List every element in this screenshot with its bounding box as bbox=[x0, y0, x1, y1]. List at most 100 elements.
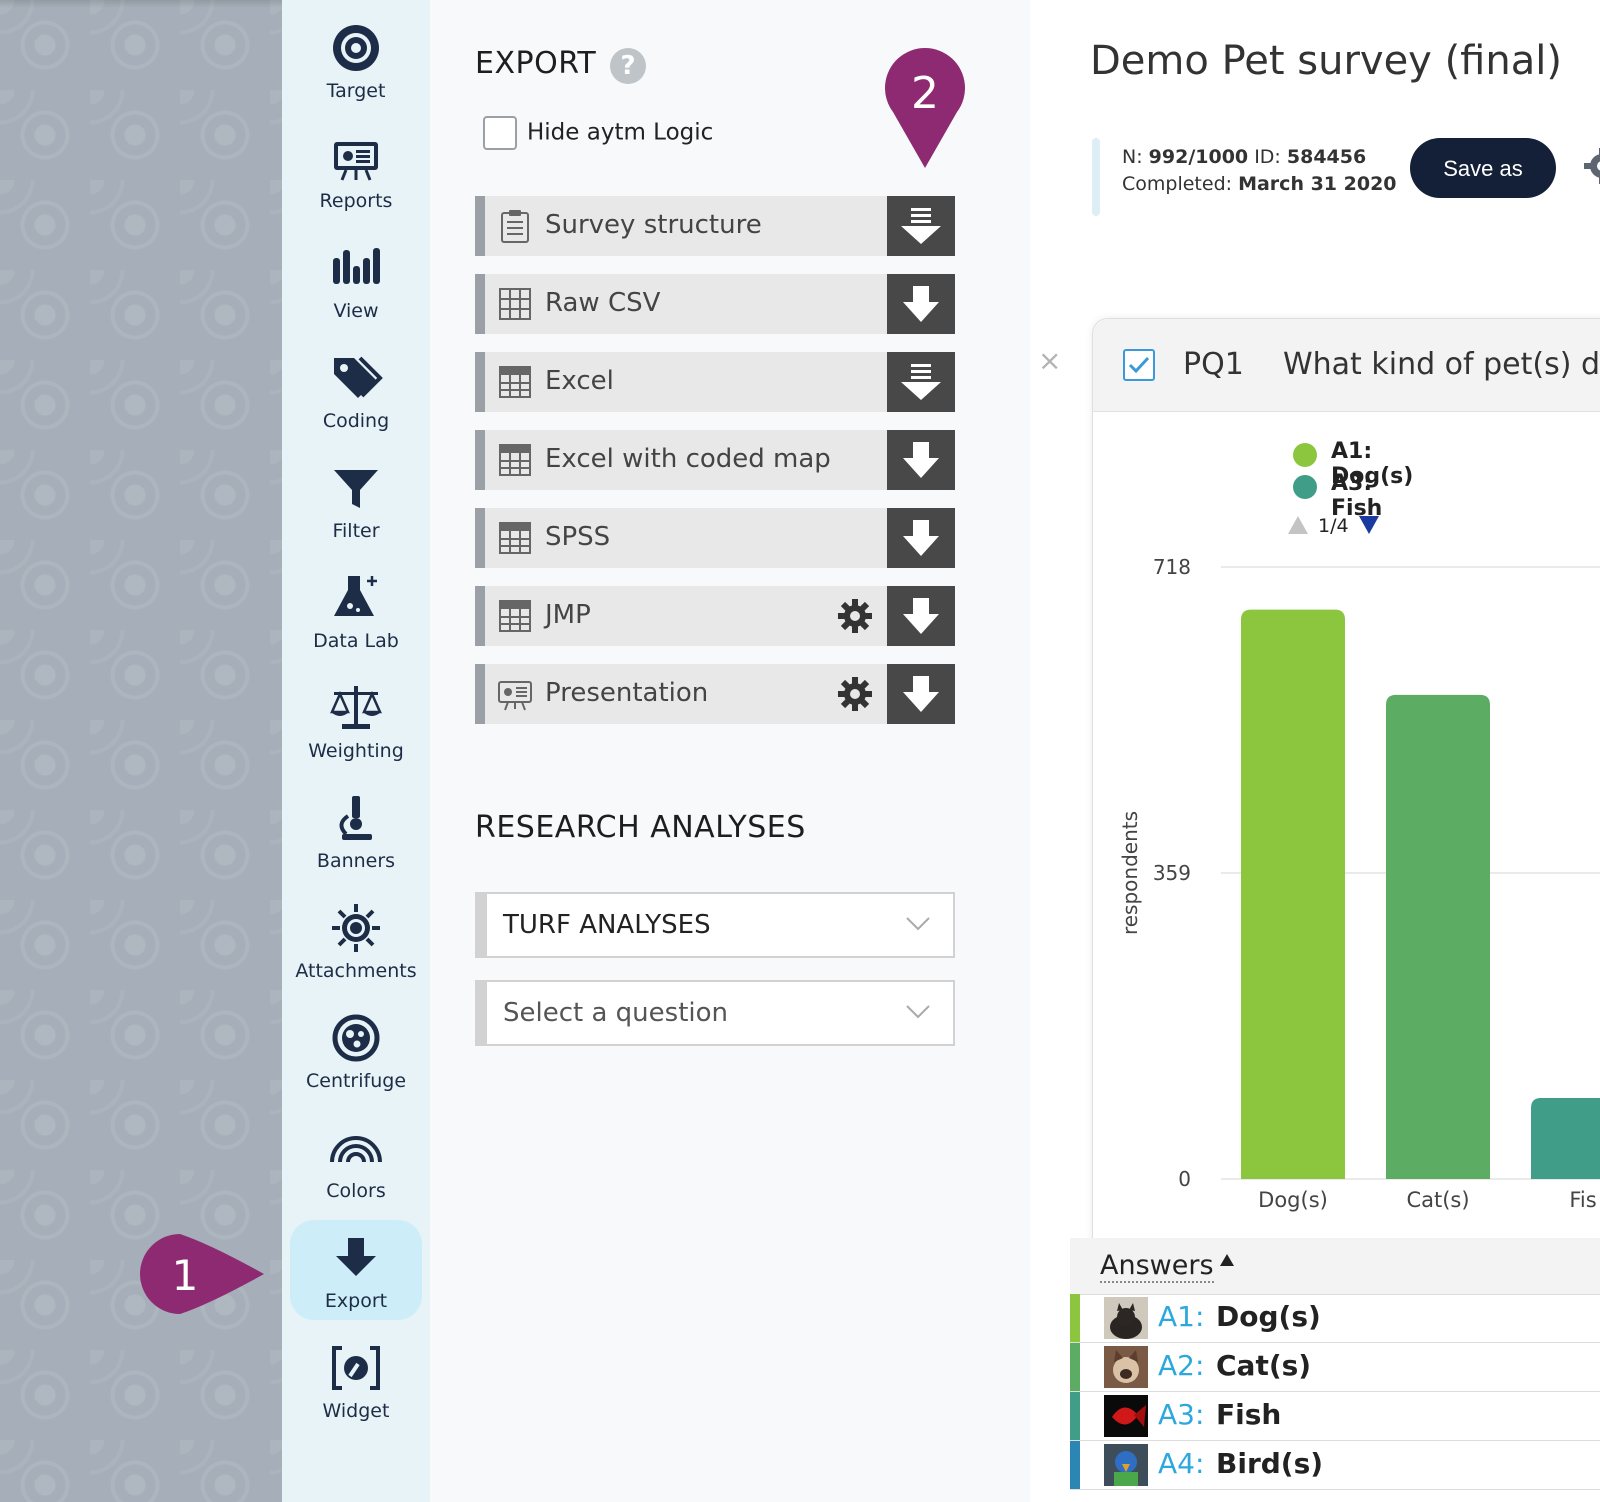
n-label: N: bbox=[1122, 146, 1143, 168]
export-row-raw-csv[interactable]: Raw CSV bbox=[475, 274, 955, 334]
gear-icon[interactable] bbox=[837, 676, 873, 712]
export-row-excel-coded-map[interactable]: Excel with coded map bbox=[475, 430, 955, 490]
export-row-excel[interactable]: Excel bbox=[475, 352, 955, 412]
gear-icon[interactable] bbox=[837, 598, 873, 634]
nav-item-reports[interactable]: Reports bbox=[290, 120, 422, 220]
marker-2-label: 2 bbox=[911, 68, 939, 119]
hide-logic-toggle[interactable]: Hide aytm Logic bbox=[483, 116, 713, 150]
download-button[interactable] bbox=[887, 586, 955, 646]
microscope-icon bbox=[339, 796, 372, 840]
question-text: What kind of pet(s) do bbox=[1283, 347, 1600, 382]
nav-item-colors[interactable]: Colors bbox=[290, 1110, 422, 1210]
download-icon bbox=[903, 676, 939, 712]
nav-label-weighting: Weighting bbox=[308, 740, 404, 762]
export-row-survey-structure[interactable]: Survey structure bbox=[475, 196, 955, 256]
tag-icon bbox=[334, 356, 383, 398]
nav-label-filter: Filter bbox=[332, 520, 380, 542]
completed-label: Completed: bbox=[1122, 173, 1233, 195]
legend-label: A3: Fish bbox=[1331, 471, 1383, 521]
nav-label-centrifuge: Centrifuge bbox=[305, 1070, 407, 1092]
nav-item-weighting[interactable]: Weighting bbox=[290, 670, 422, 770]
sort-asc-icon[interactable] bbox=[1220, 1254, 1234, 1266]
download-button[interactable] bbox=[887, 664, 955, 724]
export-label: JMP bbox=[545, 600, 591, 630]
export-row-presentation[interactable]: Presentation bbox=[475, 664, 955, 724]
answers-table: Answers A1: Dog(s) A2: Cat(s) A3: Fish A… bbox=[1070, 1238, 1600, 1502]
answer-color-bar bbox=[1070, 1441, 1080, 1489]
close-question-icon[interactable]: × bbox=[1038, 344, 1062, 377]
main-area: Demo Pet survey (final) N: 992/1000 ID: … bbox=[1030, 0, 1600, 1502]
chevron-down-icon bbox=[906, 1005, 930, 1019]
analysis-type-select[interactable]: TURF ANALYSES bbox=[475, 892, 955, 958]
download-icon bbox=[903, 520, 939, 556]
spreadsheet-icon bbox=[499, 366, 531, 398]
question-checkbox[interactable] bbox=[1123, 349, 1155, 381]
survey-meta: N: 992/1000 ID: 584456 Completed: March … bbox=[1122, 144, 1397, 198]
pager-down-icon[interactable] bbox=[1358, 516, 1379, 534]
y-tick-label: 718 bbox=[1153, 555, 1191, 579]
y-axis-label: respondents bbox=[1118, 811, 1142, 935]
spreadsheet-icon bbox=[499, 522, 531, 554]
nav-item-export[interactable]: Export bbox=[290, 1220, 422, 1320]
nav-label-attachments: Attachments bbox=[295, 960, 417, 982]
nav-label-reports: Reports bbox=[319, 190, 393, 212]
export-row-jmp[interactable]: JMP bbox=[475, 586, 955, 646]
download-button[interactable] bbox=[887, 274, 955, 334]
answer-name: Fish bbox=[1216, 1398, 1282, 1431]
bar-chart: 718 359 0 respondents Dog(s) Cat(s) Fis bbox=[1118, 555, 1600, 1212]
download-list-icon bbox=[901, 208, 941, 244]
nav-label-banners: Banners bbox=[316, 850, 396, 872]
presentation-icon bbox=[498, 681, 532, 711]
pager-up-icon[interactable] bbox=[1288, 516, 1308, 534]
pager-text: 1/4 bbox=[1318, 515, 1349, 537]
research-analyses-title: RESEARCH ANALYSES bbox=[475, 810, 806, 845]
nav-item-banners[interactable]: Banners bbox=[290, 780, 422, 880]
answer-code: A4: bbox=[1158, 1447, 1205, 1480]
settings-gear-icon[interactable] bbox=[1582, 146, 1600, 186]
answer-row[interactable]: A2: Cat(s) bbox=[1070, 1343, 1600, 1392]
nav-label-export: Export bbox=[324, 1290, 388, 1312]
hide-logic-checkbox[interactable] bbox=[483, 116, 517, 150]
nav-item-data-lab[interactable]: Data Lab bbox=[290, 560, 422, 660]
answer-code: A3: bbox=[1158, 1398, 1205, 1431]
export-row-spss[interactable]: SPSS bbox=[475, 508, 955, 568]
survey-title: Demo Pet survey (final) bbox=[1090, 38, 1562, 84]
chevron-down-icon bbox=[906, 917, 930, 931]
nav-item-coding[interactable]: Coding bbox=[290, 340, 422, 440]
centrifuge-icon bbox=[332, 1014, 380, 1062]
nav-item-target[interactable]: Target bbox=[290, 10, 422, 110]
question-select[interactable]: Select a question bbox=[475, 980, 955, 1046]
scales-icon bbox=[330, 686, 382, 729]
nav-item-filter[interactable]: Filter bbox=[290, 450, 422, 550]
answers-header[interactable]: Answers bbox=[1070, 1238, 1600, 1295]
y-tick-label: 0 bbox=[1178, 1167, 1191, 1191]
download-button[interactable] bbox=[887, 352, 955, 412]
download-button[interactable] bbox=[887, 196, 955, 256]
answer-color-bar bbox=[1070, 1392, 1080, 1440]
answer-row[interactable]: A4: Bird(s) bbox=[1070, 1441, 1600, 1490]
nav-item-centrifuge[interactable]: Centrifuge bbox=[290, 1000, 422, 1100]
nav-item-attachments[interactable]: Attachments bbox=[290, 890, 422, 990]
rainbow-icon bbox=[330, 1136, 382, 1163]
answer-row[interactable]: A3: Fish bbox=[1070, 1392, 1600, 1441]
answer-row[interactable]: A1: Dog(s) bbox=[1070, 1294, 1600, 1343]
completed-value: March 31 2020 bbox=[1238, 173, 1397, 195]
answer-name: Dog(s) bbox=[1216, 1300, 1321, 1333]
bar-0 bbox=[1241, 609, 1345, 1179]
x-tick-label: Dog(s) bbox=[1258, 1188, 1328, 1212]
view-icon bbox=[333, 248, 380, 284]
save-as-button[interactable]: Save as bbox=[1410, 138, 1556, 198]
download-button[interactable] bbox=[887, 508, 955, 568]
download-button[interactable] bbox=[887, 430, 955, 490]
export-panel: EXPORT ? Hide aytm Logic 2 Survey struct… bbox=[430, 0, 1030, 1502]
answers-title: Answers bbox=[1100, 1250, 1214, 1283]
nav-item-widget[interactable]: Widget bbox=[290, 1330, 422, 1430]
bar-2 bbox=[1531, 1098, 1600, 1179]
fish-photo-icon bbox=[1104, 1395, 1148, 1437]
nav-label-colors: Colors bbox=[326, 1180, 386, 1202]
answer-name: Cat(s) bbox=[1216, 1349, 1312, 1382]
nav-item-view[interactable]: View bbox=[290, 230, 422, 330]
question-code: PQ1 bbox=[1183, 347, 1244, 382]
export-label: SPSS bbox=[545, 522, 611, 552]
help-icon[interactable]: ? bbox=[610, 48, 646, 84]
